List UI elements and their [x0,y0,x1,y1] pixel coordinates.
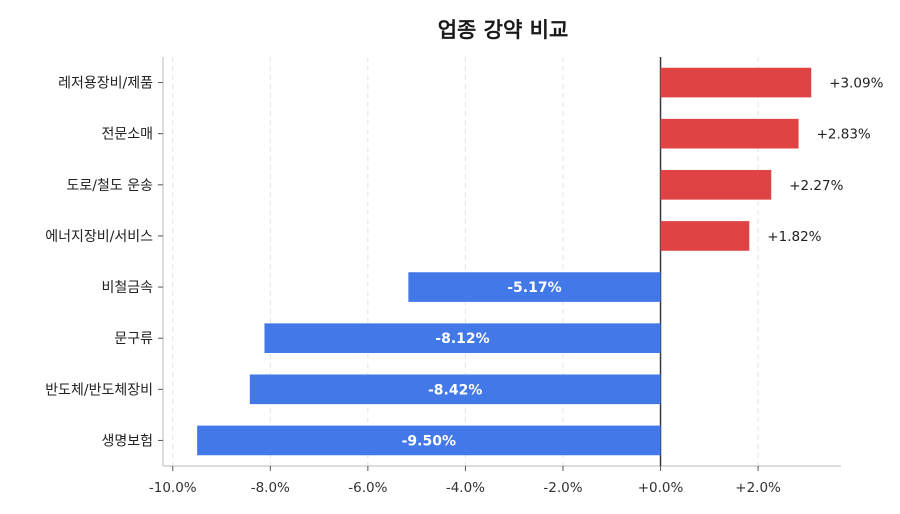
value-label: -5.17% [507,280,561,296]
bars [197,67,812,456]
value-label: -9.50% [402,433,456,449]
x-tick-label: -2.0% [543,480,582,496]
x-tick-label: -10.0% [149,480,197,496]
bar [660,118,799,149]
value-label: +2.27% [789,178,843,194]
value-label: -8.12% [435,331,489,347]
category-label: 생명보험 [101,433,153,449]
x-tick-label: +2.0% [735,480,781,496]
axes [158,57,841,471]
category-label: 레저용장비/제품 [58,76,153,92]
x-tick-labels: -10.0% -8.0% -6.0% -4.0% -2.0% +0.0% +2.0% [149,480,781,496]
x-tick-label: +0.0% [638,480,684,496]
value-label: -8.42% [428,382,482,398]
category-label: 비철금속 [101,280,153,296]
category-label: 전문소매 [101,127,153,143]
bar [249,374,661,405]
grid [172,57,759,466]
bar [660,169,772,200]
value-label: +1.82% [767,229,821,245]
category-label: 문구류 [114,331,153,347]
category-label: 에너지장비/서비스 [45,229,153,245]
value-labels: +3.09% +2.83% +2.27% +1.82% -5.17% -8.12% -8.4… [402,76,884,450]
bar [660,221,750,251]
x-tick-label: -4.0% [446,480,485,496]
x-tick-label: -8.0% [251,480,290,496]
category-label: 반도체/반도체장비 [45,382,153,398]
value-label: +2.83% [817,127,871,143]
chart-title: 업종 강약 비교 [438,18,569,42]
category-label: 도로/철도 운송 [67,178,154,194]
value-label: +3.09% [829,76,883,92]
bar [408,272,661,302]
bar [264,323,661,354]
bar [197,425,661,456]
bar [660,67,812,98]
x-tick-label: -6.0% [348,480,387,496]
